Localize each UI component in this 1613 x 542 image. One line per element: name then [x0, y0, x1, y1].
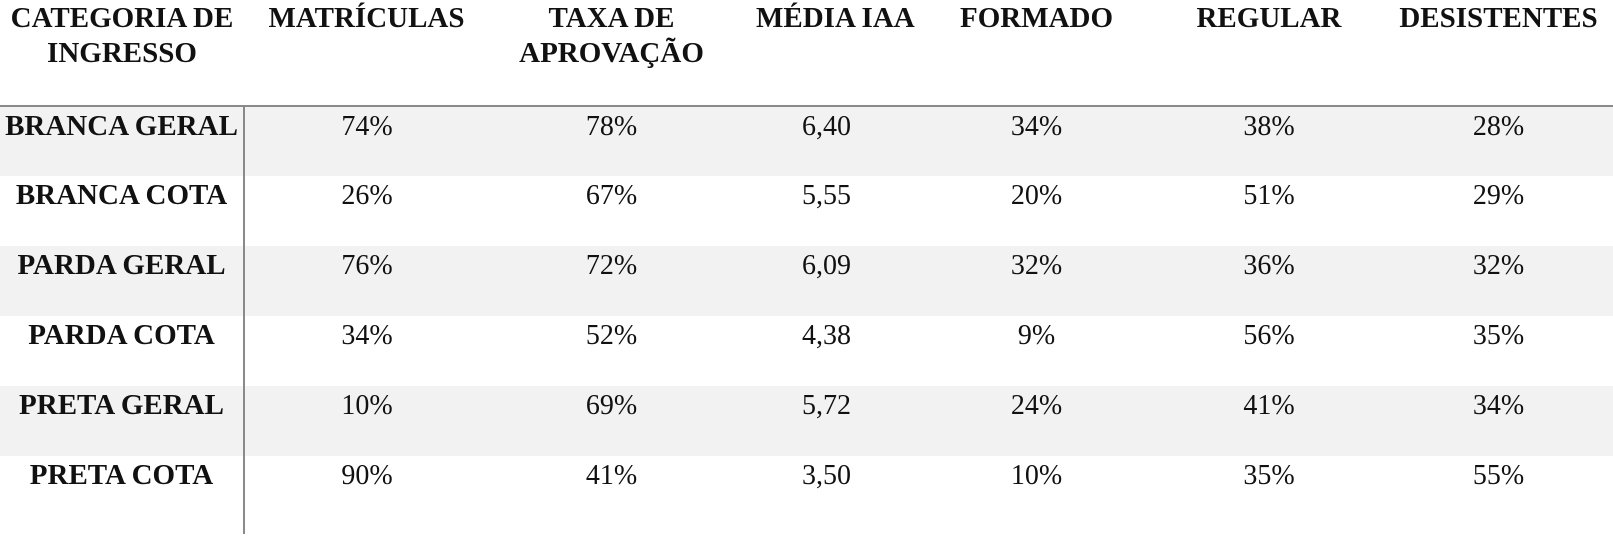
row-category: PARDA COTA	[0, 316, 245, 386]
cell-regular: 51%	[1243, 180, 1295, 211]
cell-taxa-de-aprovacao: 52%	[585, 320, 638, 351]
cell-matriculas: 26%	[341, 180, 393, 211]
header-desistentes: DESISTENTES	[1384, 0, 1613, 107]
row-category: BRANCA COTA	[0, 176, 245, 246]
cell-media-iaa: 5,72	[734, 386, 919, 456]
table-row: PARDA GERAL 76% 72% 6,09 32% 36% 32%	[0, 246, 1613, 316]
cell-desistentes: 29%	[1472, 180, 1525, 211]
cell-regular: 56%	[1243, 320, 1295, 351]
cell-desistentes: 34%	[1384, 386, 1613, 456]
cell-regular: 38%	[1154, 106, 1384, 176]
table-row: PRETA COTA 90% 41% 3,50 10% 35% 55%	[0, 456, 1613, 534]
cell-regular: 36%	[1154, 246, 1384, 316]
table-row: BRANCA GERAL 74% 78% 6,40 34% 38% 28%	[0, 106, 1613, 176]
cell-regular: 41%	[1154, 386, 1384, 456]
row-category: PRETA COTA	[0, 456, 245, 534]
cell-formado: 9%	[1017, 320, 1056, 351]
table-row: PARDA COTA 34% 52% 4,38 9% 56% 35%	[0, 316, 1613, 386]
cell-desistentes: 28%	[1384, 106, 1613, 176]
header-media-iaa: MÉDIA IAA	[734, 0, 919, 107]
header-taxa-de-aprovacao: TAXA DE APROVAÇÃO	[489, 0, 734, 107]
header-categoria-de-ingresso: CATEGORIA DE INGRESSO	[0, 0, 244, 107]
table-body: BRANCA GERAL 74% 78% 6,40 34% 38% 28% BR…	[0, 106, 1613, 534]
cell-desistentes: 35%	[1472, 320, 1525, 351]
row-category: BRANCA GERAL	[0, 106, 245, 176]
cell-desistentes: 55%	[1472, 460, 1525, 491]
cell-matriculas: 90%	[341, 460, 393, 491]
cell-formado: 10%	[1010, 460, 1063, 491]
cell-formado: 20%	[1010, 180, 1063, 211]
cell-taxa-de-aprovacao: 41%	[585, 460, 638, 491]
cell-desistentes: 32%	[1384, 246, 1613, 316]
table-row: BRANCA COTA 26% 67% 5,55 20% 51% 29%	[0, 176, 1613, 246]
cell-taxa-de-aprovacao: 69%	[489, 386, 734, 456]
header-matriculas: MATRÍCULAS	[244, 0, 489, 107]
cell-media-iaa: 3,50	[802, 460, 851, 491]
row-category: PRETA GERAL	[0, 386, 245, 456]
cell-taxa-de-aprovacao: 72%	[489, 246, 734, 316]
header-formado: FORMADO	[919, 0, 1154, 107]
cell-regular: 35%	[1243, 460, 1295, 491]
cell-matriculas: 34%	[341, 320, 393, 351]
cell-media-iaa: 6,09	[734, 246, 919, 316]
header-row: CATEGORIA DE INGRESSO MATRÍCULAS TAXA DE…	[0, 0, 1613, 107]
table-row: PRETA GERAL 10% 69% 5,72 24% 41% 34%	[0, 386, 1613, 456]
cell-matriculas: 10%	[244, 386, 489, 456]
cell-formado: 24%	[919, 386, 1154, 456]
cell-media-iaa: 6,40	[734, 106, 919, 176]
cell-matriculas: 74%	[244, 106, 489, 176]
cell-matriculas: 76%	[244, 246, 489, 316]
cell-media-iaa: 4,38	[802, 320, 851, 351]
row-category: PARDA GERAL	[0, 246, 245, 316]
cell-formado: 34%	[919, 106, 1154, 176]
cell-taxa-de-aprovacao: 67%	[585, 180, 638, 211]
cell-media-iaa: 5,55	[802, 180, 851, 211]
header-regular: REGULAR	[1154, 0, 1384, 107]
cell-taxa-de-aprovacao: 78%	[489, 106, 734, 176]
cell-formado: 32%	[919, 246, 1154, 316]
table-header: CATEGORIA DE INGRESSO MATRÍCULAS TAXA DE…	[0, 0, 1613, 107]
